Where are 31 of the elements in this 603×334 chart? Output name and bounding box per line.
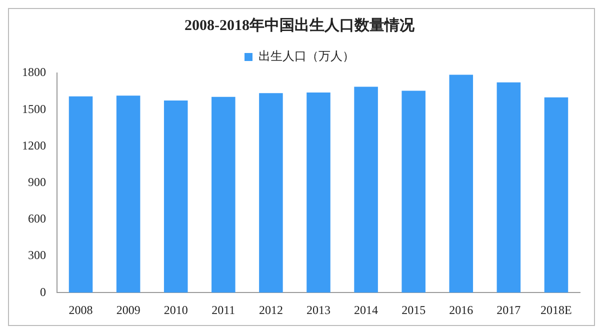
x-tick-label: 2015 [402,302,426,317]
bar [259,93,283,293]
x-tick-label: 2012 [258,302,283,317]
bar [354,86,378,293]
y-tick-label: 300 [28,248,46,262]
y-tick-label: 1500 [22,102,46,116]
chart-title: 2008-2018年中国出生人口数量情况 [184,16,416,34]
bar [116,96,140,293]
x-tick-label: 2014 [354,302,378,317]
x-tick-label: 2016 [449,302,474,317]
x-tick-label: 2009 [116,302,140,317]
legend-label: 出生人口（万人） [258,49,354,64]
y-tick-label: 1200 [22,138,46,152]
y-tick-label: 0 [40,284,46,299]
x-tick-label: 2010 [164,302,188,317]
bar [212,96,236,293]
bar [544,97,568,293]
bar [402,90,426,293]
bar [306,92,330,293]
x-tick-label: 2008 [68,302,93,317]
bar [164,100,188,293]
x-tick-label: 2011 [212,302,236,317]
bar [496,82,521,293]
y-tick-label: 600 [28,212,46,226]
x-tick-label: 2013 [306,302,330,317]
bar [68,96,93,293]
x-tick-label: 2018E [540,302,572,317]
bar [449,74,474,293]
y-tick-label: 900 [28,174,46,189]
y-tick-label: 1800 [22,65,46,80]
x-tick-label: 2017 [496,302,521,317]
